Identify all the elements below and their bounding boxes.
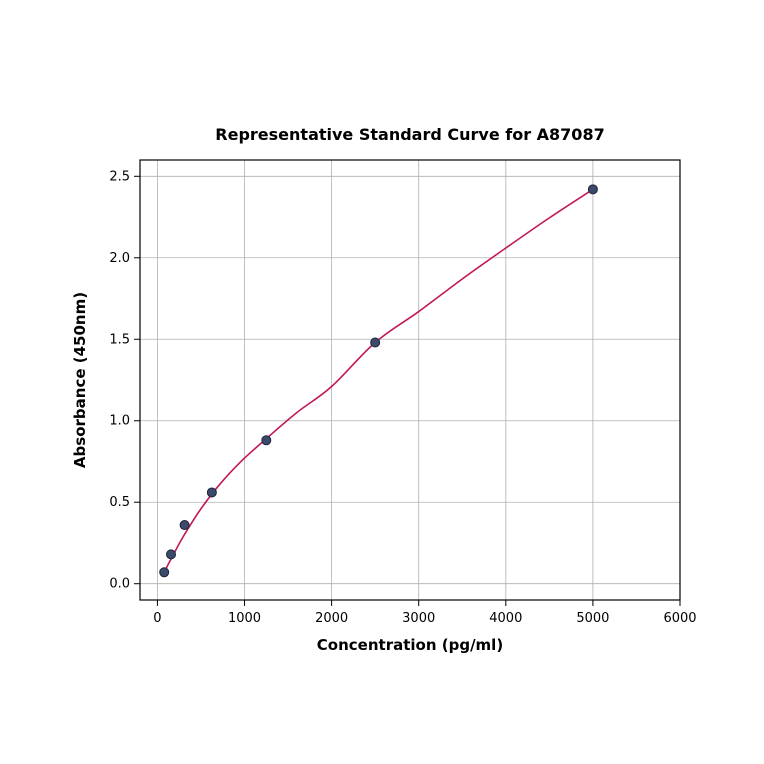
- y-tick-label: 2.5: [109, 169, 130, 184]
- chart-container: 0 1000 2000 3000 4000 5000 6000 0.0 0.5 1.0 1.5 2.0…: [0, 0, 764, 764]
- y-tick-label: 0.0: [109, 577, 130, 592]
- standard-curve-chart: 0 1000 2000 3000 4000 5000 6000 0.0 0.5 1.0 1.5 2.0…: [0, 0, 764, 764]
- y-tick-label: 1.0: [109, 414, 130, 429]
- data-point: [371, 338, 380, 347]
- chart-grid: [140, 160, 680, 600]
- data-point: [167, 550, 176, 559]
- x-tick-label: 1000: [228, 611, 261, 626]
- x-tick-label: 6000: [663, 611, 696, 626]
- y-tick-label: 1.5: [109, 332, 130, 347]
- data-point: [207, 488, 216, 497]
- data-point: [588, 185, 597, 194]
- y-axis-label: Absorbance (450nm): [71, 292, 89, 468]
- data-point: [180, 521, 189, 530]
- chart-title: Representative Standard Curve for A87087: [215, 125, 604, 144]
- y-tick-label: 2.0: [109, 251, 130, 266]
- x-axis-label: Concentration (pg/ml): [317, 636, 503, 654]
- data-point: [160, 568, 169, 577]
- plot-area: [140, 160, 680, 600]
- data-point: [262, 436, 271, 445]
- x-tick-label: 4000: [489, 611, 522, 626]
- x-tick-label: 3000: [402, 611, 435, 626]
- x-tick-label: 2000: [315, 611, 348, 626]
- x-tick-label: 5000: [576, 611, 609, 626]
- x-tick-label: 0: [153, 611, 161, 626]
- y-tick-label: 0.5: [109, 495, 130, 510]
